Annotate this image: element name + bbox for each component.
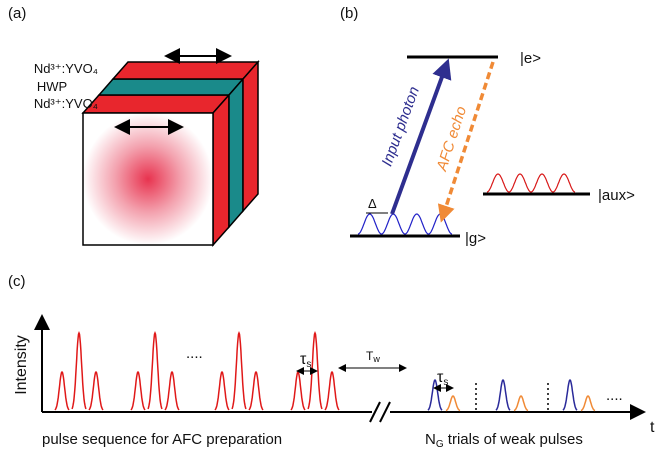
- layer-label: HWP: [37, 79, 67, 94]
- level-label: |aux>: [598, 187, 635, 204]
- pulse: [71, 331, 87, 410]
- axis-title: t: [650, 419, 655, 436]
- pulse: [214, 370, 230, 411]
- panel-label: (c): [8, 273, 26, 290]
- delta-label: Δ: [368, 196, 377, 211]
- panel-label: (b): [340, 5, 358, 22]
- layer-label: Nd³⁺:YVO₄: [34, 61, 98, 76]
- pulse: [324, 370, 340, 411]
- comb-wave: [486, 173, 576, 193]
- arrow-label: AFC echo: [433, 104, 470, 174]
- pulse: [147, 331, 163, 410]
- tau-label: τs: [437, 369, 448, 388]
- echo-arrow: [437, 61, 495, 223]
- crystal: [81, 60, 260, 247]
- arrow-label: Input photon: [379, 84, 424, 168]
- level-label: |g>: [465, 230, 486, 247]
- pulse: [307, 331, 323, 410]
- axis-title: Intensity: [13, 335, 30, 395]
- pulse: [248, 370, 264, 411]
- tw-label: Tw: [366, 349, 380, 364]
- level-label: |e>: [520, 50, 541, 67]
- comb-wave: [357, 213, 453, 235]
- caption: pulse sequence for AFC preparation: [42, 431, 282, 448]
- axis-break: [369, 401, 391, 423]
- pulse: [445, 395, 461, 412]
- ellipsis: ....: [606, 387, 623, 404]
- layer-label: Nd³⁺:YVO₄: [34, 96, 98, 111]
- pulse: [427, 378, 443, 411]
- caption: NG trials of weak pulses: [425, 431, 583, 450]
- pulse: [562, 378, 578, 411]
- input-arrow: [390, 58, 452, 215]
- pulse: [513, 395, 529, 412]
- ellipsis: ....: [186, 345, 203, 362]
- panel-label: (a): [8, 5, 26, 22]
- pulse: [580, 395, 596, 412]
- separators: [475, 383, 549, 410]
- energy-levels: [350, 55, 590, 238]
- pulse: [130, 370, 146, 411]
- pulse: [88, 370, 104, 411]
- tau-label: τs: [300, 351, 311, 370]
- pulse: [290, 370, 306, 411]
- pulse: [495, 378, 511, 411]
- pulse: [54, 370, 70, 411]
- pulse: [164, 370, 180, 411]
- pulse: [231, 331, 247, 410]
- pulses: [54, 331, 596, 412]
